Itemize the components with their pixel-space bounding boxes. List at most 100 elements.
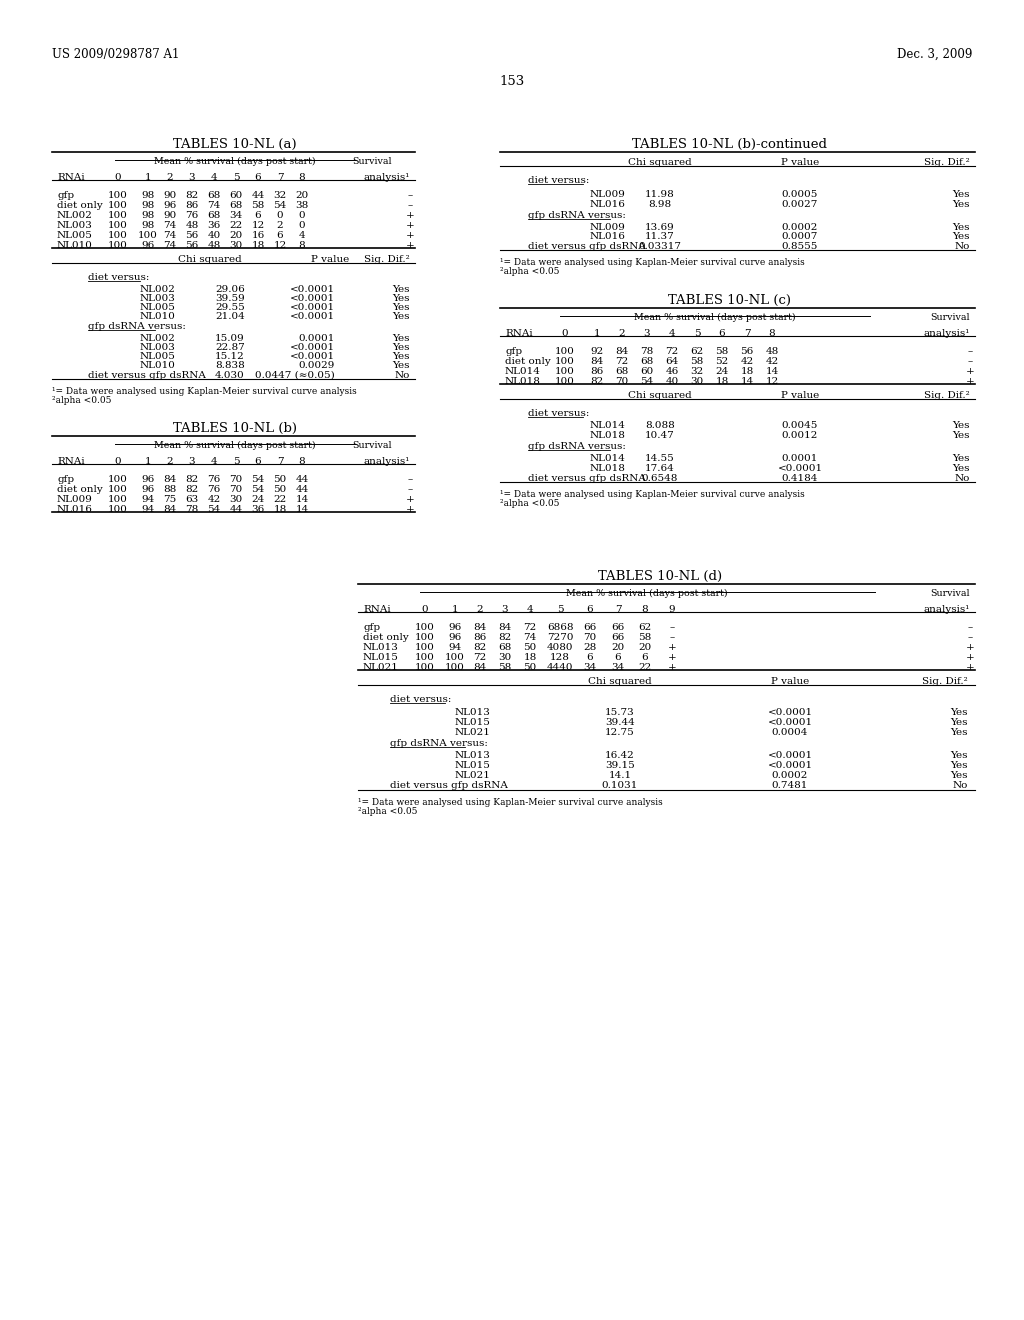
- Text: Yes: Yes: [392, 360, 410, 370]
- Text: 88: 88: [164, 484, 176, 494]
- Text: 56: 56: [185, 231, 199, 240]
- Text: NL014: NL014: [505, 367, 541, 376]
- Text: 32: 32: [273, 191, 287, 201]
- Text: Sig. Dif.²: Sig. Dif.²: [925, 158, 970, 168]
- Text: ¹= Data were analysed using Kaplan-Meier survival curve analysis: ¹= Data were analysed using Kaplan-Meier…: [52, 387, 356, 396]
- Text: NL003: NL003: [140, 343, 176, 352]
- Text: 52: 52: [716, 356, 729, 366]
- Text: Yes: Yes: [952, 421, 970, 430]
- Text: NL018: NL018: [590, 465, 626, 473]
- Text: 68: 68: [615, 367, 629, 376]
- Text: 96: 96: [141, 475, 155, 484]
- Text: 16: 16: [251, 231, 264, 240]
- Text: NL015: NL015: [455, 762, 490, 770]
- Text: No: No: [954, 474, 970, 483]
- Text: Yes: Yes: [392, 352, 410, 360]
- Text: ²alpha <0.05: ²alpha <0.05: [358, 807, 418, 816]
- Text: NL005: NL005: [57, 231, 93, 240]
- Text: Chi squared: Chi squared: [628, 158, 692, 168]
- Text: No: No: [954, 242, 970, 251]
- Text: 44: 44: [229, 506, 243, 513]
- Text: Yes: Yes: [392, 304, 410, 312]
- Text: +: +: [406, 495, 415, 504]
- Text: TABLES 10-NL (b): TABLES 10-NL (b): [173, 422, 297, 436]
- Text: 66: 66: [584, 623, 597, 632]
- Text: 3: 3: [502, 605, 508, 614]
- Text: 0.6548: 0.6548: [642, 474, 678, 483]
- Text: 36: 36: [208, 220, 220, 230]
- Text: 100: 100: [109, 191, 128, 201]
- Text: 44: 44: [295, 484, 308, 494]
- Text: 0: 0: [562, 329, 568, 338]
- Text: Yes: Yes: [952, 201, 970, 209]
- Text: 20: 20: [295, 191, 308, 201]
- Text: No: No: [394, 371, 410, 380]
- Text: 96: 96: [449, 623, 462, 632]
- Text: 29.06: 29.06: [215, 285, 245, 294]
- Text: <0.0001: <0.0001: [767, 708, 813, 717]
- Text: 0.8555: 0.8555: [781, 242, 818, 251]
- Text: 12: 12: [251, 220, 264, 230]
- Text: 14.1: 14.1: [608, 771, 632, 780]
- Text: P value: P value: [781, 391, 819, 400]
- Text: 4: 4: [669, 329, 675, 338]
- Text: 2: 2: [618, 329, 626, 338]
- Text: 100: 100: [415, 643, 435, 652]
- Text: NL021: NL021: [455, 771, 490, 780]
- Text: 76: 76: [208, 484, 220, 494]
- Text: 8: 8: [769, 329, 775, 338]
- Text: 0: 0: [115, 173, 121, 182]
- Text: 100: 100: [109, 484, 128, 494]
- Text: 50: 50: [273, 484, 287, 494]
- Text: 50: 50: [523, 643, 537, 652]
- Text: <0.0001: <0.0001: [290, 304, 335, 312]
- Text: 68: 68: [229, 201, 243, 210]
- Text: Mean % survival (days post start): Mean % survival (days post start): [155, 157, 315, 166]
- Text: 46: 46: [666, 367, 679, 376]
- Text: 72: 72: [615, 356, 629, 366]
- Text: 84: 84: [473, 663, 486, 672]
- Text: 96: 96: [141, 484, 155, 494]
- Text: 22: 22: [273, 495, 287, 504]
- Text: –: –: [670, 634, 675, 642]
- Text: 100: 100: [415, 623, 435, 632]
- Text: 4.030: 4.030: [215, 371, 245, 380]
- Text: diet versus:: diet versus:: [528, 176, 590, 185]
- Text: diet only: diet only: [362, 634, 409, 642]
- Text: analysis¹: analysis¹: [364, 457, 410, 466]
- Text: 98: 98: [141, 191, 155, 201]
- Text: 12.75: 12.75: [605, 729, 635, 737]
- Text: 74: 74: [164, 242, 176, 249]
- Text: P value: P value: [771, 677, 809, 686]
- Text: NL009: NL009: [590, 223, 626, 232]
- Text: 74: 74: [164, 220, 176, 230]
- Text: <0.0001: <0.0001: [767, 762, 813, 770]
- Text: diet versus gfp dsRNA: diet versus gfp dsRNA: [390, 781, 508, 789]
- Text: 60: 60: [229, 191, 243, 201]
- Text: Yes: Yes: [950, 729, 968, 737]
- Text: 6: 6: [276, 231, 284, 240]
- Text: 94: 94: [449, 643, 462, 652]
- Text: NL010: NL010: [140, 360, 176, 370]
- Text: 82: 82: [591, 378, 603, 385]
- Text: Survival: Survival: [352, 441, 392, 450]
- Text: ²alpha <0.05: ²alpha <0.05: [52, 396, 112, 405]
- Text: 0.0002: 0.0002: [781, 223, 818, 232]
- Text: +: +: [406, 242, 415, 249]
- Text: 82: 82: [473, 643, 486, 652]
- Text: +: +: [966, 378, 975, 385]
- Text: 2: 2: [167, 457, 173, 466]
- Text: 58: 58: [716, 347, 729, 356]
- Text: <0.0001: <0.0001: [767, 751, 813, 760]
- Text: 5: 5: [693, 329, 700, 338]
- Text: 6: 6: [587, 653, 593, 663]
- Text: 9: 9: [669, 605, 675, 614]
- Text: 29.55: 29.55: [215, 304, 245, 312]
- Text: 100: 100: [109, 495, 128, 504]
- Text: –: –: [408, 191, 413, 201]
- Text: NL016: NL016: [590, 232, 626, 242]
- Text: 42: 42: [740, 356, 754, 366]
- Text: –: –: [968, 347, 973, 356]
- Text: –: –: [968, 623, 973, 632]
- Text: 7: 7: [743, 329, 751, 338]
